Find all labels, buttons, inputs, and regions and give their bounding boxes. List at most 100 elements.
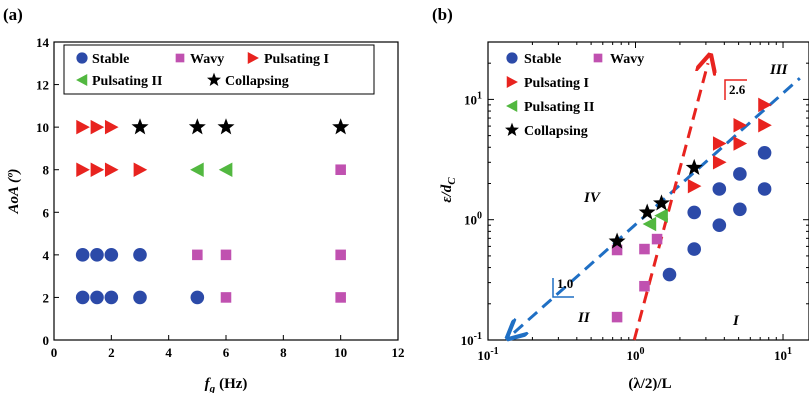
- panel-a-legend: Stable Wavy Pulsating I Pulsating II Collaps…: [63, 44, 375, 95]
- region-label-ii: II: [577, 310, 591, 326]
- panel-b-point: [654, 208, 668, 223]
- panel-b-point: [638, 203, 656, 220]
- slope-label-2: 2.6: [729, 82, 746, 97]
- panel-b-point: [758, 117, 772, 133]
- panel-a-point: [104, 119, 119, 135]
- panel-a-point: [104, 162, 119, 177]
- panel-a-xtick-label: 12: [392, 345, 405, 360]
- slope-triangle-1: [552, 278, 574, 298]
- panel-b-ticks: 10-1 100 101 10-1 100 101: [461, 41, 809, 363]
- panel-b-point: [733, 202, 747, 217]
- panel-b-legend-marker: [506, 100, 518, 112]
- panel-a-point: [335, 249, 346, 261]
- panel-a-xlabel: fg (Hz): [205, 376, 248, 393]
- panel-b-point: [642, 216, 657, 232]
- panel-a-point: [104, 290, 119, 305]
- panel-b-point: [733, 136, 748, 151]
- panel-b-point: [687, 242, 702, 256]
- panel-a-point: [335, 164, 346, 175]
- panel-b-legend-label: Pulsating II: [524, 100, 594, 115]
- panel-b-point: [758, 97, 772, 113]
- panel-b-legend-label: Stable: [524, 52, 561, 67]
- panel-b-xtick-label: 100: [627, 346, 645, 363]
- panel-a: (a) 0 2 4 6 8 10 12 0 2 4 6 8 10 12 14 Stable Wavy Pulsa…: [3, 5, 405, 395]
- panel-a-point: [90, 119, 105, 135]
- panel-a-xtick-label: 6: [223, 345, 230, 360]
- panel-a-legend-marker: [207, 72, 221, 86]
- fit-line-slope-2.6: [632, 63, 708, 341]
- panel-a-legend-label: Pulsating I: [264, 52, 329, 67]
- panel-b-legend: Stable Wavy Pulsating I Pulsating II Collaps…: [505, 52, 644, 139]
- panel-a-label: (a): [3, 5, 23, 24]
- panel-b-point: [687, 178, 702, 194]
- panel-a-point: [76, 162, 90, 177]
- panel-a-ticks: 0 2 4 6 8 10 12 0 2 4 6 8 10 12 14: [36, 35, 405, 360]
- panel-b-ytick-label: 100: [464, 211, 482, 228]
- panel-a-point: [76, 119, 90, 135]
- panel-b-xtick-label: 101: [774, 346, 792, 363]
- panel-b-point: [733, 117, 748, 133]
- panel-b-point: [757, 145, 772, 160]
- panel-a-legend-label: Collapsing: [225, 74, 289, 89]
- panel-a-point: [75, 290, 90, 305]
- panel-a-ytick-label: 6: [43, 205, 50, 220]
- panel-a-legend-label: Stable: [92, 52, 129, 67]
- panel-b-xtick-label: 10-1: [477, 346, 498, 363]
- panel-a-point: [332, 118, 350, 135]
- panel-a-point: [133, 162, 148, 177]
- panel-a-xlabel-sub: g: [209, 383, 216, 393]
- panel-a-point: [217, 118, 235, 135]
- panel-b-xlabel: (λ/2)/L: [628, 376, 671, 392]
- panel-a-point: [220, 249, 232, 261]
- panel-a-ytick-label: 4: [43, 248, 50, 263]
- panel-a-legend-label: Wavy: [190, 52, 224, 67]
- panel-a-ylabel: AoA (º): [6, 169, 22, 215]
- panel-a-legend-marker: [76, 52, 88, 64]
- panel-b-point: [757, 182, 772, 196]
- panel-a-xtick-label: 0: [51, 345, 58, 360]
- panel-a-point: [90, 290, 104, 305]
- panel-a-xtick-label: 4: [165, 345, 172, 360]
- panel-b-legend-marker: [505, 122, 519, 136]
- panel-b-plot-frame: [487, 41, 809, 341]
- panel-a-legend-marker: [247, 52, 259, 64]
- panel-b-points: [608, 97, 772, 323]
- panel-a-points: [75, 118, 350, 305]
- panel-b-legend-marker: [506, 76, 518, 88]
- panel-a-legend-marker: [175, 53, 185, 63]
- panel-a-ytick-label: 12: [36, 78, 49, 93]
- panel-b-legend-label: Wavy: [610, 52, 644, 67]
- panel-a-point: [335, 292, 346, 303]
- slope-label-1: 1.0: [557, 276, 573, 291]
- region-label-iv: IV: [583, 190, 602, 206]
- panel-b-ylabel-main: ε/d: [439, 184, 455, 202]
- panel-a-point: [133, 248, 147, 262]
- panel-b-legend-label: Collapsing: [524, 124, 588, 139]
- panel-b-point: [653, 194, 670, 211]
- panel-a-xtick-label: 10: [334, 345, 347, 360]
- panel-a-xtick-label: 8: [280, 345, 287, 360]
- panel-a-ytick-label: 0: [43, 333, 50, 348]
- panel-a-legend-box: [63, 44, 375, 95]
- panel-a-xtick-label: 2: [108, 345, 115, 360]
- fit-line-slope-1.0: [514, 77, 801, 332]
- panel-b-point: [712, 182, 727, 196]
- panel-b-point: [608, 232, 626, 249]
- panel-a-ytick-label: 8: [43, 163, 50, 178]
- panel-b-fit-lines: [514, 63, 801, 341]
- panel-a-legend-marker: [76, 74, 88, 86]
- region-label-iii: III: [769, 62, 789, 78]
- panel-b-legend-marker: [593, 53, 603, 63]
- region-label-i: I: [732, 313, 740, 329]
- panel-a-ytick-label: 2: [43, 290, 50, 305]
- panel-b-point: [639, 243, 650, 255]
- panel-b: (b) 10-1 100 101 10-1 100 101 Stable Wavy Pulsa…: [432, 5, 809, 392]
- panel-a-point: [220, 292, 232, 303]
- panel-b-ytick-label: 101: [464, 90, 482, 107]
- panel-a-xlabel-unit: (Hz): [219, 376, 247, 392]
- panel-b-legend-label: Pulsating I: [524, 76, 589, 91]
- panel-a-point: [190, 162, 204, 177]
- panel-b-point: [687, 205, 702, 220]
